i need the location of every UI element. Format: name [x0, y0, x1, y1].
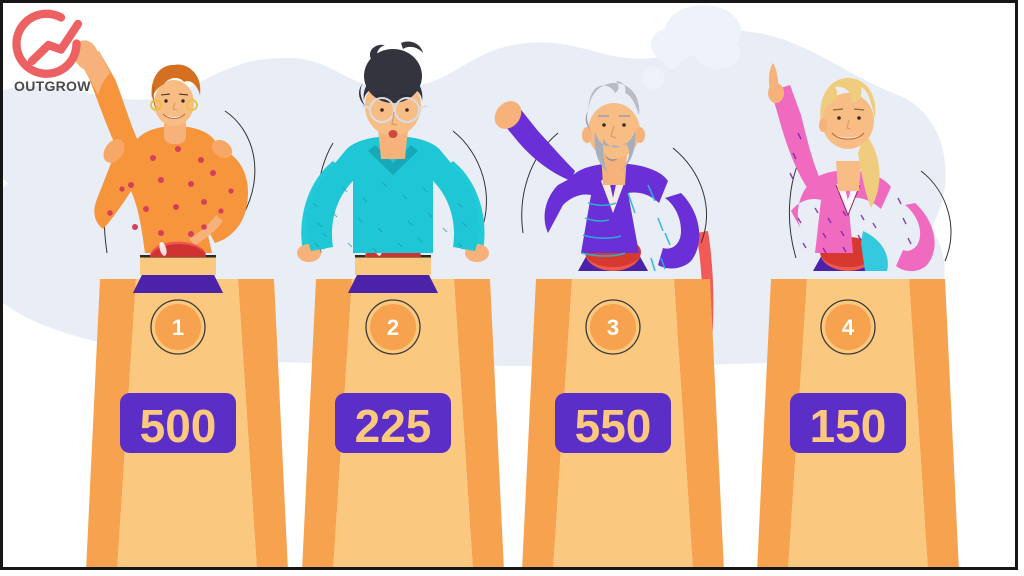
svg-text:OUTGROW: OUTGROW — [14, 78, 91, 94]
